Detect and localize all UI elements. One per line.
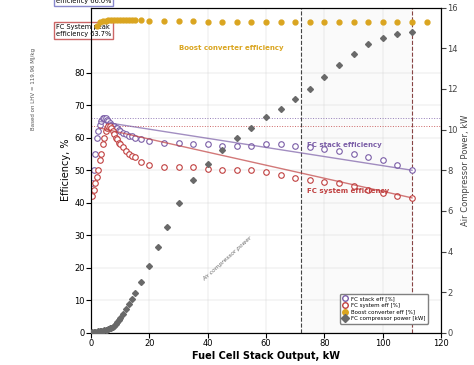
- X-axis label: Fuel Cell Stack Output, kW: Fuel Cell Stack Output, kW: [192, 351, 340, 361]
- Bar: [301, 8, 412, 333]
- Y-axis label: Efficiency, %: Efficiency, %: [61, 139, 71, 201]
- Text: FC system efficiency: FC system efficiency: [307, 188, 389, 194]
- Legend: FC stack eff [%], FC system eff [%], Boost converter eff [%], FC compressor powe: FC stack eff [%], FC system eff [%], Boo…: [339, 294, 428, 323]
- Text: FC Stack peak
efficiency 66.0%: FC Stack peak efficiency 66.0%: [56, 0, 111, 4]
- Text: Air compressor power: Air compressor power: [202, 235, 253, 282]
- Text: Based on LHV = 119.96 MJ/kg: Based on LHV = 119.96 MJ/kg: [31, 48, 36, 130]
- Text: FC stack efficiency: FC stack efficiency: [307, 142, 382, 149]
- Text: Boost converter efficiency: Boost converter efficiency: [179, 45, 283, 51]
- Text: FC System peak
efficiency 63.7%: FC System peak efficiency 63.7%: [56, 24, 111, 37]
- Y-axis label: Air Compressor Power, kW: Air Compressor Power, kW: [461, 115, 470, 226]
